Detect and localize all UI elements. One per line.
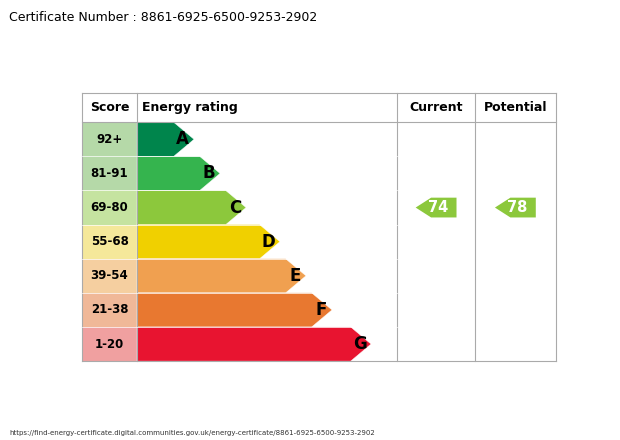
Polygon shape [137,327,371,361]
Polygon shape [137,156,220,191]
Polygon shape [137,224,280,259]
Text: 69-80: 69-80 [91,201,128,214]
Bar [82,191,137,224]
Text: C: C [229,198,241,216]
Polygon shape [137,191,246,224]
Text: 74: 74 [428,200,448,215]
Text: 78: 78 [507,200,527,215]
Text: B: B [203,165,215,183]
Polygon shape [415,198,456,217]
Polygon shape [137,259,306,293]
Text: Score: Score [90,101,129,114]
Polygon shape [495,198,536,217]
Bar [82,122,137,156]
Text: https://find-energy-certificate.digital.communities.gov.uk/energy-certificate/88: https://find-energy-certificate.digital.… [9,430,375,436]
Text: Certificate Number : 8861-6925-6500-9253-2902: Certificate Number : 8861-6925-6500-9253… [9,11,317,24]
Text: Energy rating: Energy rating [141,101,237,114]
Text: 1-20: 1-20 [95,337,124,351]
Text: F: F [315,301,327,319]
Text: D: D [262,233,276,251]
Polygon shape [137,293,332,327]
Text: G: G [353,335,366,353]
Text: E: E [289,267,301,285]
Bar [82,259,137,293]
Text: 55-68: 55-68 [91,235,128,248]
Text: Potential: Potential [484,101,547,114]
Text: 81-91: 81-91 [91,167,128,180]
Text: A: A [176,130,189,148]
Bar [82,224,137,259]
Text: 92+: 92+ [96,133,123,146]
Polygon shape [137,122,194,156]
Bar [82,327,137,361]
Bar [82,156,137,191]
Text: 39-54: 39-54 [91,269,128,282]
Bar [82,293,137,327]
Text: 21-38: 21-38 [91,304,128,316]
Text: Current: Current [409,101,463,114]
